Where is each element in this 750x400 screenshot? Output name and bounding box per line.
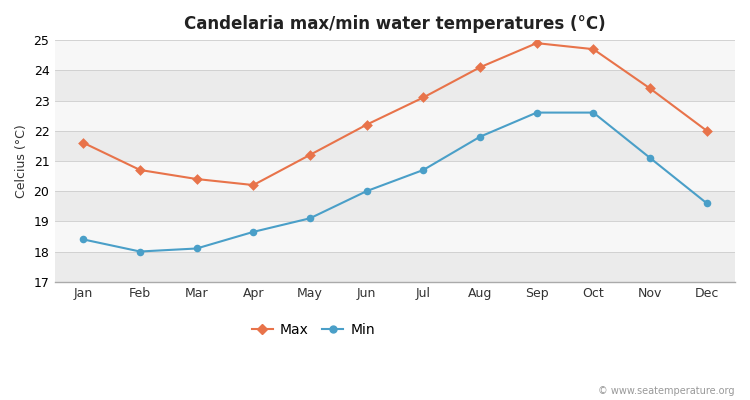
Point — [417, 167, 429, 173]
Point — [134, 167, 146, 173]
Bar — [55, 40, 735, 70]
Point — [77, 140, 89, 146]
Bar — [55, 100, 735, 131]
Text: © www.seatemperature.org: © www.seatemperature.org — [598, 386, 735, 396]
Point — [531, 109, 543, 116]
Point — [700, 128, 712, 134]
Y-axis label: Celcius (°C): Celcius (°C) — [15, 124, 28, 198]
Point — [587, 46, 599, 52]
Point — [190, 176, 202, 182]
Point — [134, 248, 146, 255]
Point — [417, 94, 429, 101]
Point — [77, 236, 89, 243]
Point — [361, 188, 373, 194]
Point — [700, 200, 712, 206]
Bar — [55, 131, 735, 161]
Point — [304, 152, 316, 158]
Bar — [55, 221, 735, 252]
Point — [304, 215, 316, 222]
Title: Candelaria max/min water temperatures (°C): Candelaria max/min water temperatures (°… — [184, 15, 606, 33]
Bar — [55, 70, 735, 100]
Point — [248, 182, 259, 188]
Point — [474, 64, 486, 70]
Point — [587, 109, 599, 116]
Point — [531, 40, 543, 46]
Point — [361, 122, 373, 128]
Bar — [55, 191, 735, 221]
Point — [644, 155, 656, 161]
Point — [190, 245, 202, 252]
Point — [248, 229, 259, 235]
Bar — [55, 161, 735, 191]
Bar — [55, 252, 735, 282]
Point — [644, 85, 656, 92]
Legend: Max, Min: Max, Min — [246, 317, 380, 342]
Point — [474, 134, 486, 140]
